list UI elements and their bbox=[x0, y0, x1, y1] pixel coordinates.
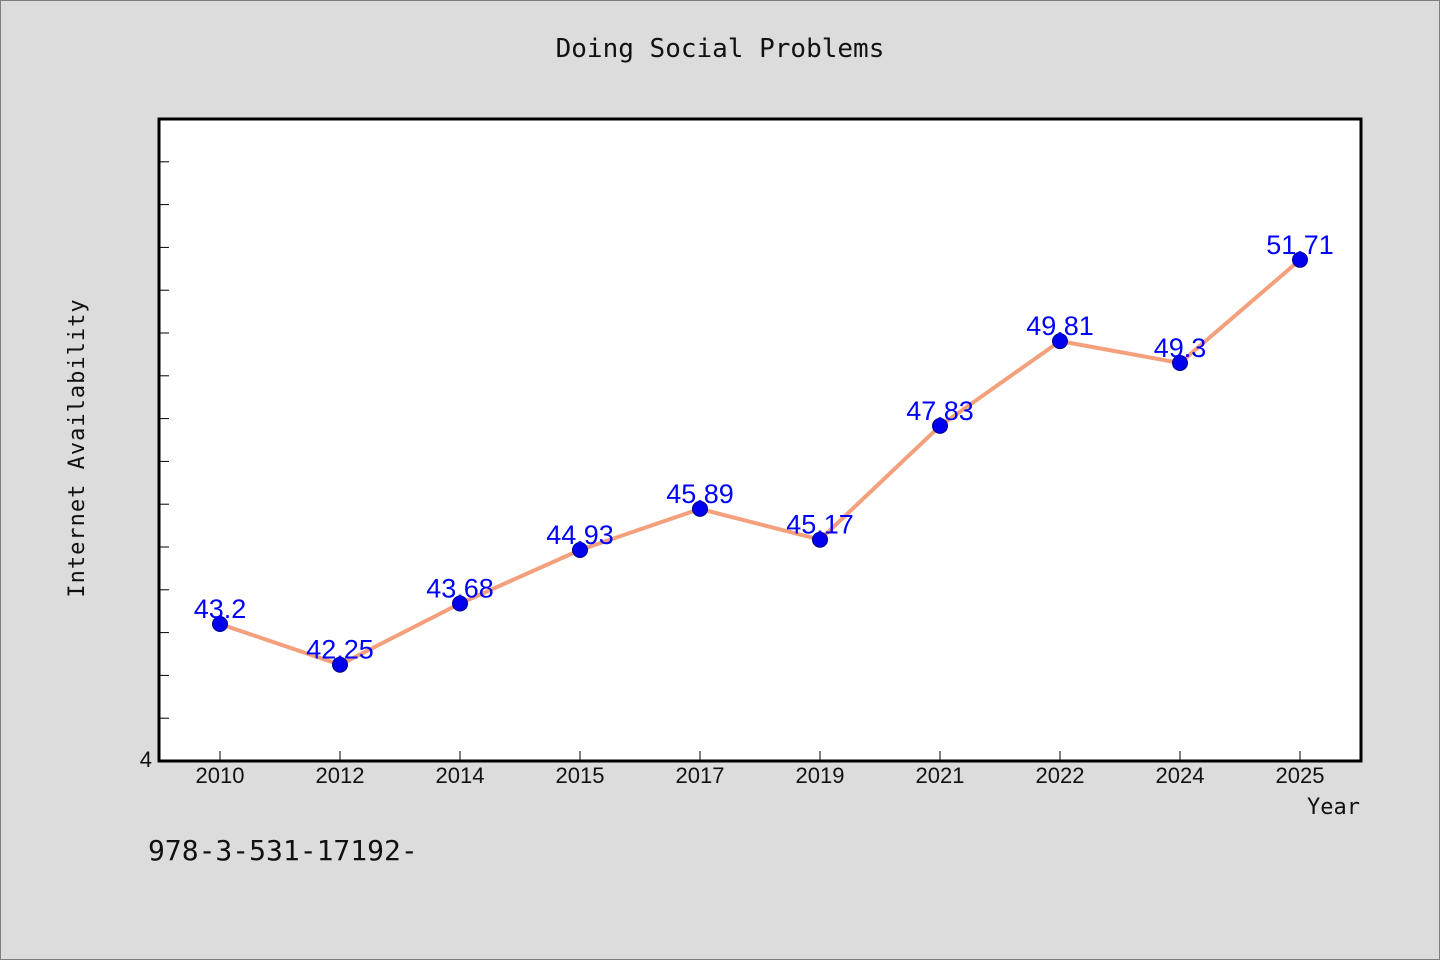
data-point bbox=[932, 417, 948, 434]
data-label: 47.83 bbox=[906, 396, 974, 426]
x-tick-label: 2014 bbox=[436, 763, 485, 788]
data-point bbox=[452, 595, 468, 612]
x-tick-label: 2015 bbox=[556, 763, 605, 788]
x-tick-label: 2019 bbox=[796, 763, 845, 788]
data-label: 45.89 bbox=[666, 479, 734, 509]
y-tick-label: 4 bbox=[140, 747, 152, 772]
y-axis-ticks: 4 bbox=[140, 161, 169, 772]
x-tick-label: 2021 bbox=[916, 763, 965, 788]
series-line bbox=[219, 258, 1302, 667]
x-axis-ticks: 2010 2012 2014 2015 2017 2019 2021 2022 2024 2025 bbox=[196, 751, 1325, 788]
data-point bbox=[332, 656, 348, 673]
data-label: 44.93 bbox=[546, 520, 614, 550]
data-point bbox=[212, 616, 228, 632]
data-label: 42.25 bbox=[306, 635, 374, 665]
x-tick-label: 2010 bbox=[196, 763, 245, 788]
data-point bbox=[692, 500, 708, 517]
data-point bbox=[572, 542, 588, 558]
x-tick-label: 2024 bbox=[1156, 763, 1205, 788]
data-label: 45.17 bbox=[786, 510, 854, 540]
x-tick-label: 2012 bbox=[316, 763, 365, 788]
data-point bbox=[1052, 333, 1068, 350]
data-label: 43.68 bbox=[426, 574, 494, 604]
data-point bbox=[1172, 355, 1188, 371]
series-group: 43.2 42.25 43.68 44.93 45.89 45.17 47.83 49.81 4… bbox=[194, 230, 1334, 673]
chart-title: Doing Social Problems bbox=[555, 34, 885, 64]
footnote: 978-3-531-17192- bbox=[148, 834, 418, 867]
data-label: 43.2 bbox=[194, 594, 247, 624]
data-point bbox=[1292, 251, 1308, 268]
x-tick-label: 2017 bbox=[676, 763, 725, 788]
data-label: 51.71 bbox=[1266, 230, 1334, 260]
x-tick-label: 2022 bbox=[1036, 763, 1085, 788]
data-label: 49.3 bbox=[1154, 333, 1207, 363]
data-point bbox=[812, 531, 828, 548]
x-tick-label: 2025 bbox=[1276, 763, 1325, 788]
x-axis-label: Year bbox=[1307, 795, 1360, 820]
data-label: 49.81 bbox=[1026, 311, 1094, 341]
